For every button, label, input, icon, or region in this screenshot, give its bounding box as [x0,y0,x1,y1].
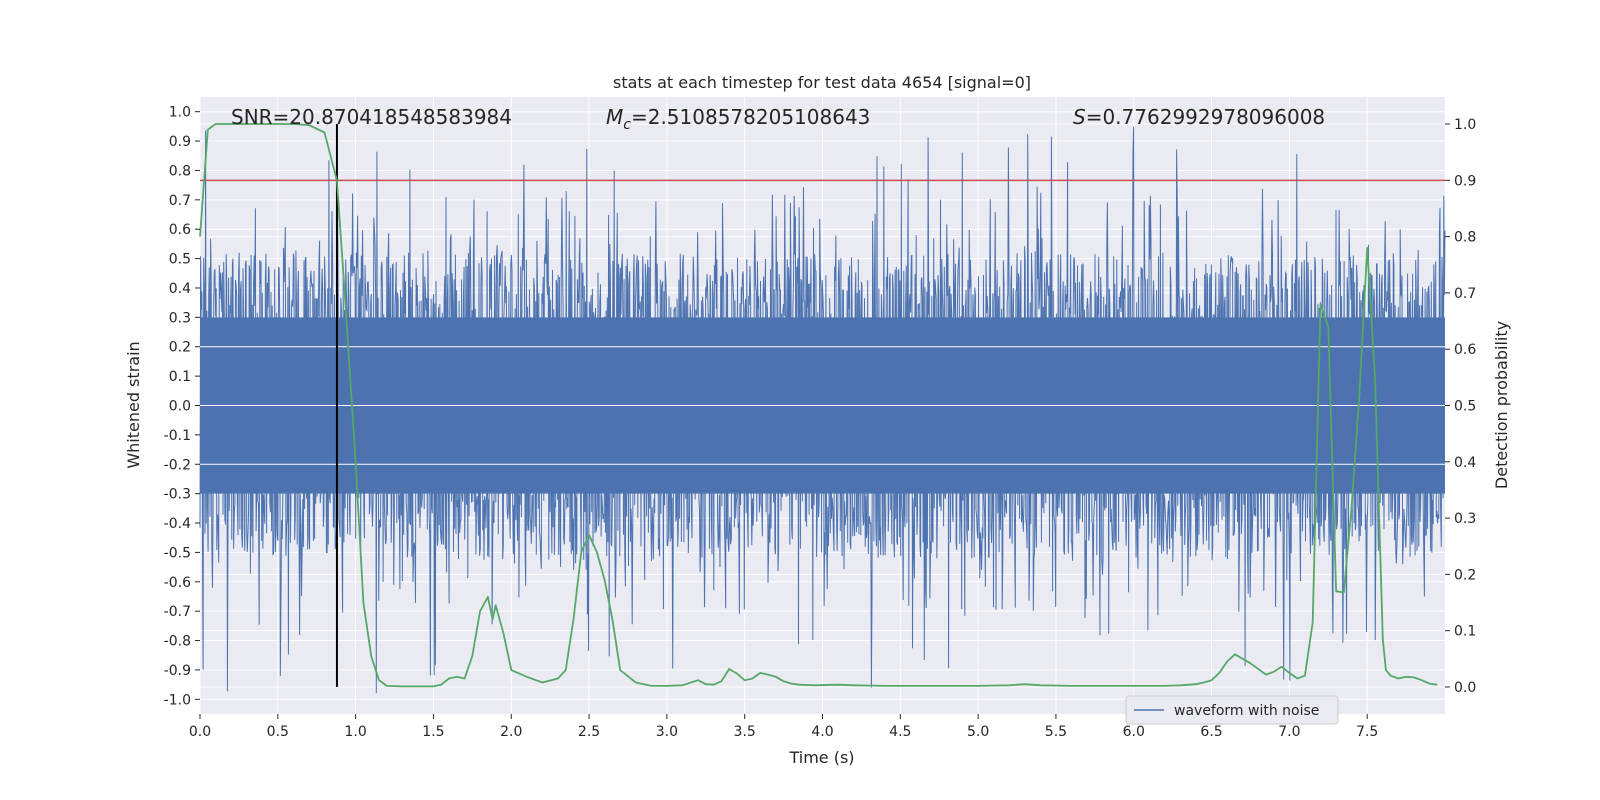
x-tick-label: 6.0 [1123,724,1145,740]
x-tick-label: 3.5 [734,724,756,740]
y2-axis-label: Detection probability [1492,321,1511,489]
y2-tick-label: 0.2 [1454,567,1476,583]
y2-tick-label: 0.5 [1454,399,1476,415]
chirp-mass-value: =2.5108578205108643 [631,105,870,129]
y-tick-label: 0.4 [169,281,191,297]
y2-tick-label: 0.9 [1454,173,1476,189]
x-tick-label: 1.0 [344,724,366,740]
y-tick-label: -0.1 [164,428,191,444]
y-tick-label: 0.9 [169,134,191,150]
y-tick-label: 0.3 [169,310,191,326]
s-symbol: S [1073,105,1086,129]
x-tick-label: 0.5 [267,724,289,740]
y-tick-label: -0.2 [164,457,191,473]
chirp-mass-subscript: c [623,117,631,133]
y-tick-label: 0.0 [169,399,191,415]
y-axis-label: Whitened strain [124,341,143,468]
y-tick-label: 0.8 [169,163,191,179]
probability-line [199,123,1438,688]
chirp-mass-symbol: M [606,105,623,129]
snr-annotation: SNR=20.870418548583984 [231,105,512,129]
y-tick-label: -0.6 [164,575,191,591]
y-tick-label: -0.5 [164,545,191,561]
x-tick-label: 3.0 [656,724,678,740]
y2-tick-label: 0.8 [1454,230,1476,246]
y2-tick-label: 0.0 [1454,680,1476,696]
x-tick-label: 5.0 [967,724,989,740]
chirp-mass-annotation: Mc=2.5108578205108643 [606,105,870,133]
x-tick-label: 6.5 [1200,724,1222,740]
y2-tick-label: 1.0 [1454,117,1476,133]
x-tick-label: 5.5 [1045,724,1067,740]
y2-tick-label: 0.7 [1454,286,1476,302]
y-tick-label: 0.2 [169,340,191,356]
y2-tick-label: 0.6 [1454,342,1476,358]
x-axis-label: Time (s) [788,748,854,767]
legend-box [1125,695,1339,725]
x-tick-label: 1.5 [422,724,444,740]
x-tick-label: 4.5 [889,724,911,740]
y-tick-label: 0.7 [169,193,191,209]
y-tick-label: 0.1 [169,369,191,385]
y-tick-label: 1.0 [169,105,191,121]
y-tick-label: -0.9 [164,663,191,679]
x-tick-label: 2.5 [578,724,600,740]
y-tick-label: -0.4 [164,516,191,532]
y2-tick-label: 0.3 [1454,511,1476,527]
legend-label: waveform with noise [1174,703,1319,719]
overlay-layer [199,123,1445,688]
y-tick-label: 0.5 [169,252,191,268]
s-value: =0.7762992978096008 [1086,105,1325,129]
axis-layer: 0.0 0.5 1.0 1.5 2.0 2.5 3.0 3.5 4.0 4.5 5.0 5.5 6.0 6… [164,105,1477,740]
y-tick-label: -0.7 [164,604,191,620]
x-tick-label: 4.0 [811,724,833,740]
y-tick-label: -0.3 [164,487,191,503]
y-tick-label: 0.6 [169,222,191,238]
legend: waveform with noise [1125,695,1339,725]
y2-tick-label: 0.4 [1454,455,1476,471]
s-annotation: S=0.7762992978096008 [1073,105,1325,129]
x-tick-label: 0.0 [189,724,211,740]
y2-tick-label: 0.1 [1454,624,1476,640]
x-tick-label: 7.5 [1356,724,1378,740]
y-tick-label: -1.0 [164,692,191,708]
waveform-series [199,126,1446,694]
y-tick-label: -0.8 [164,634,191,650]
x-tick-label: 2.0 [500,724,522,740]
x-tick-label: 7.0 [1278,724,1300,740]
chart-title: stats at each timestep for test data 465… [613,73,1031,92]
